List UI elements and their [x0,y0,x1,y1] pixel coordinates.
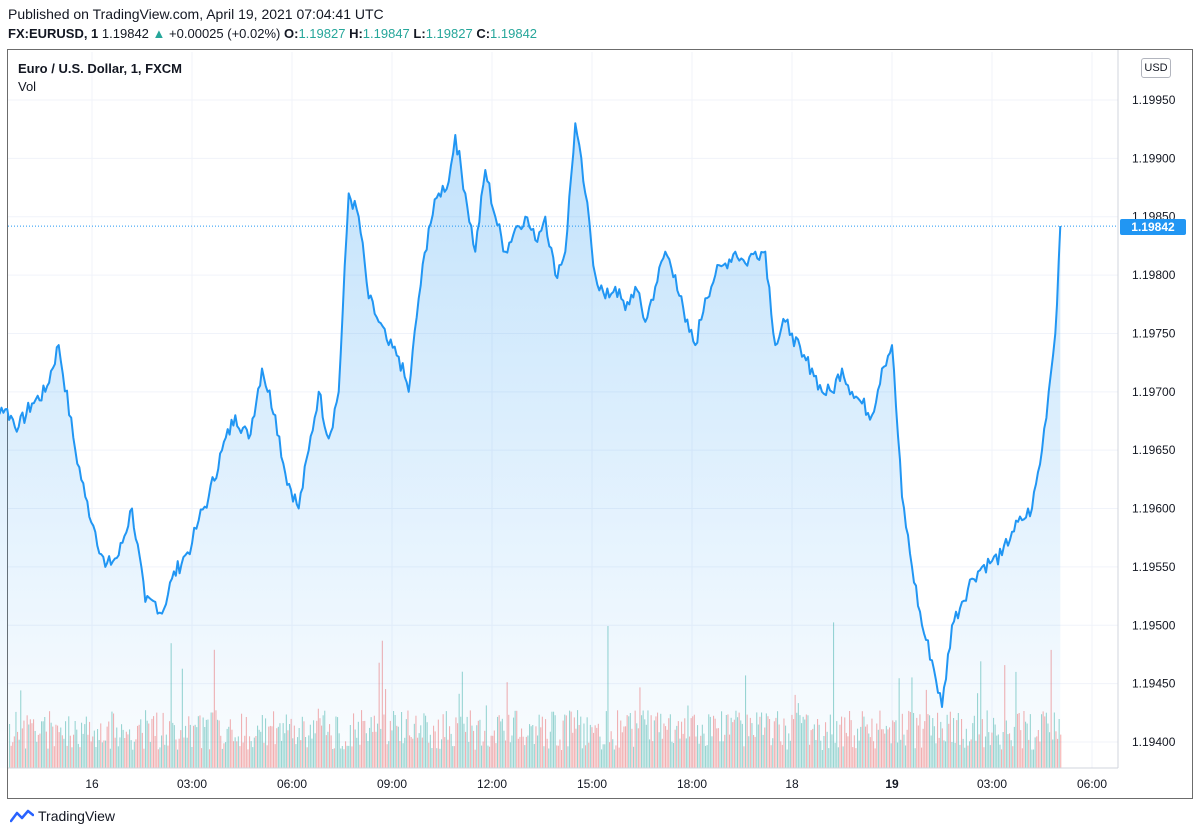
quote-line: FX:EURUSD, 1 1.19842 ▲ +0.00025 (+0.02%)… [8,26,537,41]
tradingview-logo-icon [10,809,34,823]
time-tick-label: 03:00 [977,777,1007,791]
time-tick-label: 18 [785,777,799,791]
close-value: 1.19842 [490,26,538,41]
time-tick-label: 06:00 [1077,777,1107,791]
up-arrow-icon: ▲ [152,26,166,41]
price-area-fill [0,123,1061,768]
time-tick-label: 15:00 [577,777,607,791]
price-tick-label: 1.19650 [1132,443,1176,457]
time-axis[interactable]: 16 03:00 06:00 09:00 12:00 15:00 18:00 18 19 03:0… [8,767,1118,791]
tradingview-logo[interactable]: TradingView [10,808,115,824]
volume-legend[interactable]: Vol [18,79,37,94]
price-tick-label: 1.19500 [1132,618,1176,632]
high-label: H: [349,26,363,41]
time-tick-label: 06:00 [277,777,307,791]
low-label: L: [413,26,426,41]
price-tick-label: 1.19600 [1132,502,1176,516]
price-tick-label: 1.19950 [1132,93,1176,107]
close-label: C: [476,26,491,41]
price-tick-label: 1.19750 [1132,326,1176,340]
time-tick-label: 12:00 [477,777,507,791]
price-tick-label: 1.19400 [1132,735,1176,749]
time-tick-label: 03:00 [177,777,207,791]
time-tick-label: 18:00 [677,777,707,791]
time-tick-label: 19 [885,777,899,791]
currency-button[interactable]: USD [1141,58,1171,78]
time-tick-label: 16 [85,777,99,791]
high-value: 1.19847 [362,26,410,41]
price-tick-label: 1.19550 [1132,560,1176,574]
price-axis[interactable]: 1.199501.199001.198501.198001.197501.197… [1117,50,1176,768]
symbol-label: FX:EURUSD, 1 [8,26,99,41]
brand-label: TradingView [38,808,116,824]
price-tick-label: 1.19700 [1132,385,1176,399]
open-value: 1.19827 [298,26,346,41]
price-tick-label: 1.19900 [1132,151,1176,165]
price-line [0,122,1062,708]
low-value: 1.19827 [425,26,473,41]
volume-bar [1060,734,1062,768]
price-tick-label: 1.19800 [1132,268,1176,282]
chart-legend-title: Euro / U.S. Dollar, 1, FXCM [18,61,182,76]
last-price: 1.19842 [101,26,149,41]
price-tick-label: 1.19450 [1132,677,1176,691]
open-label: O: [283,26,299,41]
time-tick-label: 09:00 [377,777,407,791]
last-price-tag: 1.19842 [1120,219,1186,235]
price-change: +0.00025 (+0.02%) [169,26,281,41]
published-caption: Published on TradingView.com, April 19, … [8,6,384,22]
